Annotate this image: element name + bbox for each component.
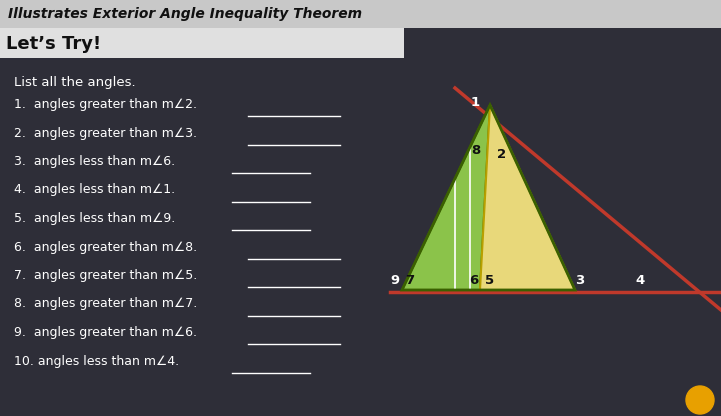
Text: List all the angles.: List all the angles. xyxy=(14,76,136,89)
Bar xyxy=(0,28,404,58)
Text: Illustrates Exterior Angle Inequality Theorem: Illustrates Exterior Angle Inequality Th… xyxy=(8,7,362,21)
Text: Let’s Try!: Let’s Try! xyxy=(6,35,101,52)
Text: 9.  angles greater than m∠6.: 9. angles greater than m∠6. xyxy=(14,326,197,339)
Text: 8.  angles greater than m∠7.: 8. angles greater than m∠7. xyxy=(14,297,198,310)
Text: 9: 9 xyxy=(391,273,399,287)
Text: 1.  angles greater than m∠2.: 1. angles greater than m∠2. xyxy=(14,98,197,111)
Text: 6: 6 xyxy=(469,273,479,287)
Text: 6.  angles greater than m∠8.: 6. angles greater than m∠8. xyxy=(14,240,197,253)
Circle shape xyxy=(686,386,714,414)
Text: 8: 8 xyxy=(472,144,481,156)
Text: 2.  angles greater than m∠3.: 2. angles greater than m∠3. xyxy=(14,126,197,139)
Text: 3: 3 xyxy=(575,273,585,287)
Text: 10. angles less than m∠4.: 10. angles less than m∠4. xyxy=(14,354,179,367)
Polygon shape xyxy=(402,105,490,290)
Text: 2: 2 xyxy=(497,149,507,161)
Text: 1: 1 xyxy=(470,97,479,109)
Text: 4.  angles less than m∠1.: 4. angles less than m∠1. xyxy=(14,183,175,196)
Text: 5: 5 xyxy=(485,273,495,287)
Text: 4: 4 xyxy=(635,273,645,287)
Polygon shape xyxy=(480,105,575,290)
Text: 7: 7 xyxy=(405,273,415,287)
Bar xyxy=(0,0,721,28)
Text: 5.  angles less than m∠9.: 5. angles less than m∠9. xyxy=(14,212,175,225)
Text: 3.  angles less than m∠6.: 3. angles less than m∠6. xyxy=(14,155,175,168)
Text: 7.  angles greater than m∠5.: 7. angles greater than m∠5. xyxy=(14,269,198,282)
